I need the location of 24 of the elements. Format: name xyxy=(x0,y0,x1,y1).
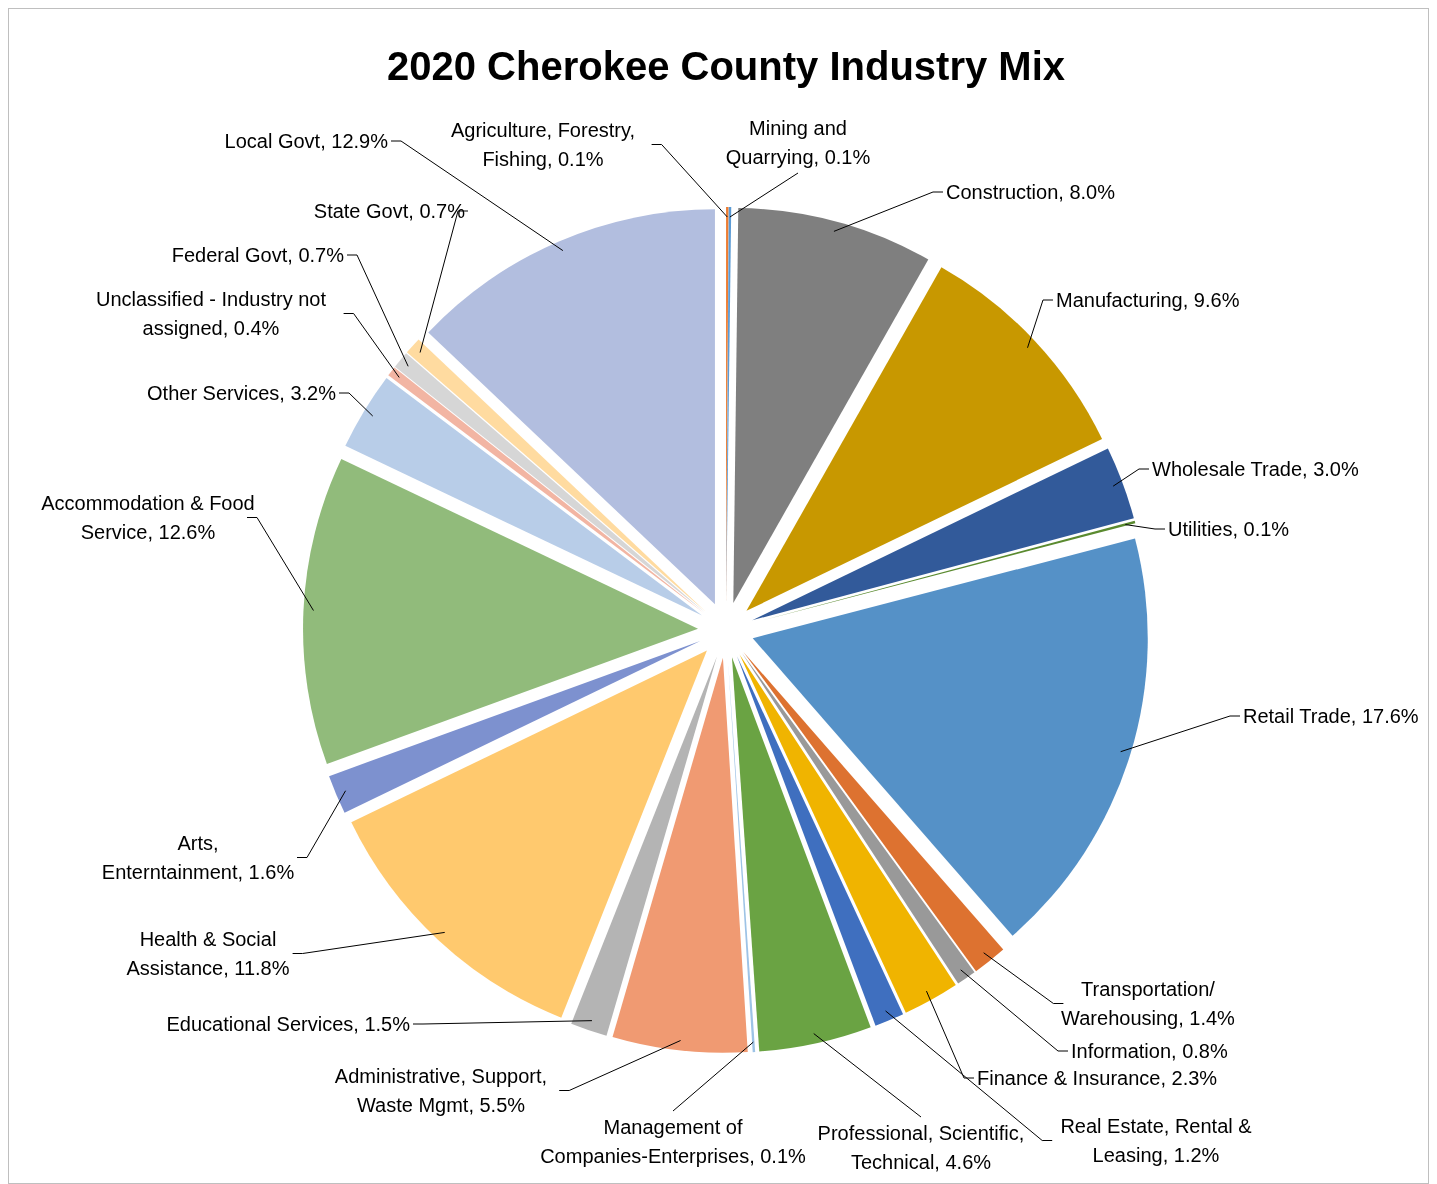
slice-label: Administrative, Support, Waste Mgmt, 5.5% xyxy=(334,1065,548,1116)
slice-label: Local Govt, 12.9% xyxy=(224,130,389,152)
slice-label: Real Estate, Rental & Leasing, 1.2% xyxy=(1060,1115,1253,1166)
slice-label: Construction, 8.0% xyxy=(946,181,1116,203)
chart-title: 2020 Cherokee County Industry Mix xyxy=(387,44,1065,88)
slice-label: Utilities, 0.1% xyxy=(1168,518,1290,540)
slice-label: Unclassified - Industry not assigned, 0.4% xyxy=(95,288,327,339)
slice-label: Federal Govt, 0.7% xyxy=(171,244,345,266)
slice-label: Retail Trade, 17.6% xyxy=(1243,705,1419,727)
slice-label: Manufacturing, 9.6% xyxy=(1056,289,1240,311)
slice-label: Other Services, 3.2% xyxy=(147,382,337,404)
slice-label: Professional, Scientific, Technical, 4.6% xyxy=(817,1122,1025,1173)
slice-label: Arts, Enterntainment, 1.6% xyxy=(101,832,295,883)
slice-label: Educational Services, 1.5% xyxy=(166,1013,411,1035)
slice-label: Agriculture, Forestry, Fishing, 0.1% xyxy=(450,119,636,170)
slice-label: Mining and Quarrying, 0.1% xyxy=(725,117,871,168)
slice-label: Information, 0.8% xyxy=(1071,1040,1228,1062)
slice-label: Transportation/Warehousing, 1.4% xyxy=(1061,978,1236,1029)
slice-label: Accommodation & Food Service, 12.6% xyxy=(41,492,255,543)
slice-label: Finance & Insurance, 2.3% xyxy=(977,1067,1218,1089)
slice-label: Wholesale Trade, 3.0% xyxy=(1152,458,1359,480)
slice-label: Health & Social Assistance, 11.8% xyxy=(126,928,290,979)
slice-label: State Govt, 0.7% xyxy=(313,200,466,222)
slice-label: Management of Companies-Enterprises, 0.1% xyxy=(540,1116,807,1167)
